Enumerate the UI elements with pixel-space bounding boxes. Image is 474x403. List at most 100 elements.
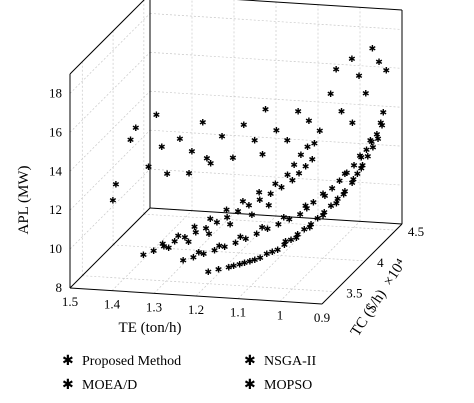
point-proposed-method: ✱ bbox=[287, 235, 295, 245]
point-nsga-ii: ✱ bbox=[150, 246, 158, 256]
point-mopso: ✱ bbox=[259, 150, 267, 160]
point-moea-d: ✱ bbox=[373, 129, 381, 139]
point-nsga-ii: ✱ bbox=[289, 175, 297, 185]
legend-marker-nsga-ii: ✱ bbox=[244, 354, 256, 369]
point-proposed-method: ✱ bbox=[319, 210, 327, 220]
point-mopso: ✱ bbox=[283, 135, 291, 145]
point-mopso: ✱ bbox=[132, 123, 140, 133]
point-proposed-method: ✱ bbox=[334, 194, 342, 204]
point-nsga-ii: ✱ bbox=[309, 154, 317, 164]
point-nsga-ii: ✱ bbox=[223, 212, 231, 222]
point-proposed-method: ✱ bbox=[294, 230, 302, 240]
point-proposed-method: ✱ bbox=[256, 253, 264, 263]
point-mopso: ✱ bbox=[332, 65, 340, 75]
point-moea-d: ✱ bbox=[328, 183, 336, 193]
z-tick-label: 18 bbox=[49, 85, 62, 100]
axis-edge bbox=[69, 0, 145, 75]
grid-line-z bbox=[69, 52, 151, 133]
point-proposed-method: ✱ bbox=[225, 262, 233, 272]
y-tick-label: 3.5 bbox=[346, 286, 362, 301]
point-moea-d: ✱ bbox=[296, 210, 304, 220]
point-moea-d: ✱ bbox=[190, 252, 198, 262]
x-axis-label: TE (ton/h) bbox=[119, 320, 182, 336]
point-nsga-ii: ✱ bbox=[181, 232, 189, 242]
point-proposed-method: ✱ bbox=[282, 237, 290, 247]
axis-edge bbox=[321, 223, 403, 305]
point-proposed-method: ✱ bbox=[205, 267, 213, 277]
point-nsga-ii: ✱ bbox=[175, 231, 183, 241]
point-proposed-method: ✱ bbox=[341, 186, 349, 196]
point-proposed-method: ✱ bbox=[293, 233, 301, 243]
point-moea-d: ✱ bbox=[258, 222, 266, 232]
point-nsga-ii: ✱ bbox=[297, 150, 305, 160]
point-proposed-method: ✱ bbox=[374, 134, 382, 144]
point-mopso: ✱ bbox=[316, 126, 324, 136]
grid-line-x bbox=[237, 218, 319, 299]
point-mopso: ✱ bbox=[369, 43, 377, 53]
point-proposed-method: ✱ bbox=[307, 219, 315, 229]
point-moea-d: ✱ bbox=[237, 232, 245, 242]
point-proposed-method: ✱ bbox=[251, 255, 259, 265]
point-mopso: ✱ bbox=[218, 131, 226, 141]
x-tick-label: 1.5 bbox=[62, 294, 78, 309]
point-moea-d: ✱ bbox=[303, 204, 311, 214]
legend: ✱ Proposed Method ✱ NSGA-II ✱ MOEA/D ✱ M… bbox=[62, 354, 316, 393]
point-nsga-ii: ✱ bbox=[159, 239, 167, 249]
axis-edge bbox=[236, 0, 403, 11]
grid-line-z bbox=[69, 129, 151, 211]
point-moea-d: ✱ bbox=[336, 176, 344, 186]
point-moea-d: ✱ bbox=[264, 224, 272, 234]
legend-item-mopso: ✱ MOPSO bbox=[244, 378, 312, 393]
point-moea-d: ✱ bbox=[302, 201, 310, 211]
point-mopso: ✱ bbox=[207, 159, 215, 169]
point-nsga-ii: ✱ bbox=[302, 161, 310, 171]
legend-marker-proposed-method: ✱ bbox=[62, 354, 74, 369]
point-moea-d: ✱ bbox=[379, 108, 387, 118]
point-mopso: ✱ bbox=[348, 54, 356, 64]
legend-marker-moea-d: ✱ bbox=[62, 378, 74, 393]
point-nsga-ii: ✱ bbox=[272, 179, 280, 189]
point-mopso: ✱ bbox=[109, 195, 117, 205]
point-mopso: ✱ bbox=[199, 117, 207, 127]
point-nsga-ii: ✱ bbox=[278, 182, 286, 192]
point-proposed-method: ✱ bbox=[333, 198, 341, 208]
point-proposed-method: ✱ bbox=[241, 258, 249, 268]
point-nsga-ii: ✱ bbox=[191, 222, 199, 232]
grid-line-x bbox=[111, 210, 193, 291]
x-tick-label: 0.9 bbox=[314, 310, 330, 325]
point-mopso: ✱ bbox=[375, 57, 383, 67]
z-tick-label: 14 bbox=[49, 163, 63, 178]
z-tick-label: 10 bbox=[49, 241, 62, 256]
point-nsga-ii: ✱ bbox=[290, 160, 298, 170]
data-points: ✱ ✱ ✱ ✱ ✱ ✱ ✱ ✱✱✱✱✱✱✱✱✱✱✱✱✱✱✱✱✱✱✱✱✱✱✱✱✱✱✱✱✱✱ ✱ ✱ ✱… bbox=[109, 43, 390, 277]
point-nsga-ii: ✱ bbox=[206, 214, 214, 224]
legend-label: Proposed Method bbox=[82, 354, 181, 369]
point-mopso: ✱ bbox=[185, 168, 193, 178]
point-moea-d: ✱ bbox=[285, 215, 293, 225]
point-nsga-ii: ✱ bbox=[248, 210, 256, 220]
point-nsga-ii: ✱ bbox=[165, 243, 173, 253]
tick-labels: 8 10 12 14 16 18 1.5 1.4 1.3 1.2 1.1 1 0.9 3.5 4 4.5 bbox=[49, 85, 424, 325]
point-proposed-method: ✱ bbox=[348, 178, 356, 188]
point-proposed-method: ✱ bbox=[301, 225, 309, 235]
axes-box bbox=[69, 0, 403, 305]
grid-line-z bbox=[69, 91, 151, 172]
grid-line-x bbox=[195, 215, 277, 297]
point-moea-d: ✱ bbox=[368, 137, 376, 147]
z-tick-label: 12 bbox=[49, 202, 62, 217]
point-moea-d: ✱ bbox=[319, 189, 327, 199]
point-moea-d: ✱ bbox=[377, 118, 385, 128]
point-moea-d: ✱ bbox=[253, 229, 261, 239]
point-moea-d: ✱ bbox=[232, 238, 240, 248]
point-nsga-ii: ✱ bbox=[284, 170, 292, 180]
z-tick-label: 8 bbox=[56, 280, 63, 295]
point-proposed-method: ✱ bbox=[369, 143, 377, 153]
legend-label: MOEA/D bbox=[82, 378, 137, 393]
point-mopso: ✱ bbox=[112, 179, 120, 189]
point-proposed-method: ✱ bbox=[274, 245, 282, 255]
point-nsga-ii: ✱ bbox=[171, 237, 179, 247]
point-mopso: ✱ bbox=[240, 120, 248, 130]
point-mopso: ✱ bbox=[251, 135, 259, 145]
point-proposed-method: ✱ bbox=[215, 265, 223, 275]
